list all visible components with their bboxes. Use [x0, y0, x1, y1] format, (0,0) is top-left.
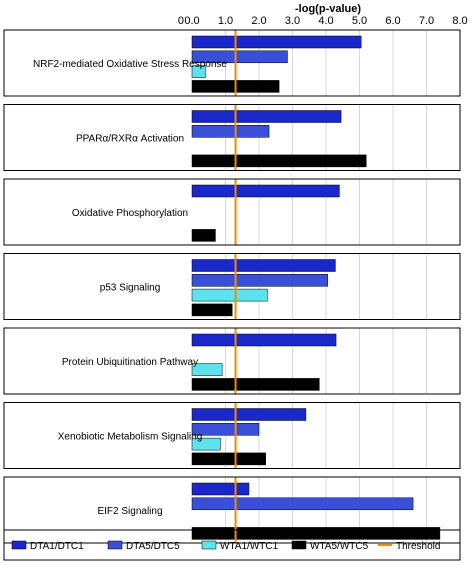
bar: [191, 154, 367, 168]
bar: [191, 497, 414, 511]
x-tick-label: 5.0: [352, 15, 367, 27]
bar: [191, 363, 223, 376]
bar: [191, 259, 336, 272]
legend-label: DTA5/DTC5: [126, 541, 180, 552]
category-panel: EIF2 Signaling: [3, 476, 461, 544]
category-panel: Oxidative Phosphorylation: [3, 178, 461, 246]
category-panel: NRF2-mediated Oxidative Stress Response: [3, 29, 461, 97]
category-label: p53 Signaling: [100, 283, 161, 294]
category-panel: Xenobiotic Metabolism Signaling: [3, 402, 461, 469]
bar: [191, 408, 307, 421]
panel-frame: [3, 476, 461, 544]
bar: [191, 35, 362, 49]
x-axis-title: -log(p-value): [295, 3, 361, 15]
x-tick-label: 1.0: [218, 15, 233, 27]
category-label: PPARα/RXRα Activation: [76, 134, 184, 145]
panel-frame: [3, 29, 461, 97]
category-label: Oxidative Phosphorylation: [72, 208, 188, 219]
legend-frame: [3, 529, 461, 561]
x-axis-ticks: 0 0.0 1.0 2.0 3.0 4.0 5.0 6.0 7.0 8.0: [178, 15, 468, 27]
bar: [191, 184, 340, 198]
bar: [191, 423, 260, 436]
category-label: Xenobiotic Metabolism Signaling: [58, 432, 203, 443]
category-panel: Protein Ubiquitination Pathway: [3, 327, 461, 395]
bar: [191, 65, 206, 78]
legend-swatch: [201, 540, 217, 550]
bar: [191, 482, 250, 496]
legend-swatch: [107, 540, 123, 550]
x-tick-label: 8.0: [452, 15, 467, 27]
panel-frame: [3, 402, 461, 469]
x-tick-label: 3.0: [285, 15, 300, 27]
bar: [191, 333, 337, 347]
category-label: EIF2 Signaling: [97, 506, 162, 517]
bar: [191, 125, 270, 138]
legend-label: DTA1/DTC1: [30, 541, 84, 552]
x-tick-label: 4.0: [318, 15, 333, 27]
x-tick-label: 2.0: [251, 15, 266, 27]
bar: [191, 274, 328, 287]
panel-frame: [3, 178, 461, 246]
bar: [191, 110, 342, 123]
bar: [191, 437, 221, 451]
x-tick-label: 0.0: [184, 15, 199, 27]
category-panel: PPARα/RXRα Activation: [3, 104, 461, 171]
x-tick-label: 7.0: [419, 15, 434, 27]
panel-frame: [3, 253, 461, 320]
legend-label: Threshold: [396, 541, 440, 552]
bar: [191, 229, 216, 242]
bar: [191, 527, 441, 540]
panel-frame: [3, 104, 461, 171]
bar: [191, 452, 266, 466]
bar: [191, 50, 288, 64]
panel-frame: [3, 327, 461, 395]
bar: [191, 378, 320, 391]
x-tick-label: 0: [178, 15, 184, 27]
category-label: Protein Ubiquitination Pathway: [62, 357, 198, 368]
bar: [191, 303, 233, 317]
category-panel: p53 Signaling: [3, 253, 461, 320]
category-panels: NRF2-mediated Oxidative Stress Response P…: [3, 29, 461, 544]
bar: [191, 288, 268, 302]
legend: DTA1/DTC1 DTA5/DTC5 WTA1/WTC1 WTA5/WTC5 Thre…: [3, 529, 461, 561]
legend-swatch: [291, 540, 307, 550]
legend-swatch: [11, 540, 27, 550]
category-label: NRF2-mediated Oxidative Stress Response: [33, 59, 227, 70]
x-tick-label: 6.0: [385, 15, 400, 27]
legend-label: WTA1/WTC1: [220, 541, 279, 552]
legend-label: WTA5/WTC5: [310, 541, 369, 552]
